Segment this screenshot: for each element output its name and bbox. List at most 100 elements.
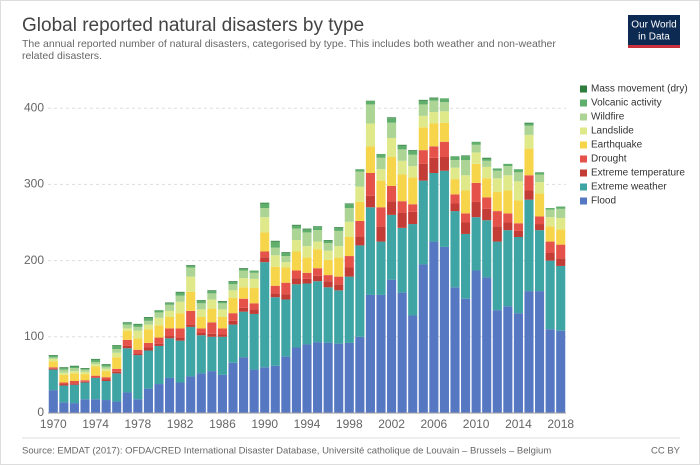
bar-segment xyxy=(535,172,545,175)
bar-segment xyxy=(217,301,227,302)
bar-segment xyxy=(513,200,523,224)
bar-segment xyxy=(101,371,111,378)
bar-segment xyxy=(291,224,301,226)
bar-segment xyxy=(239,270,249,279)
bar-segment xyxy=(545,217,555,227)
bar-segment xyxy=(270,247,280,256)
legend-swatch xyxy=(580,197,587,205)
y-tick-label: 100 xyxy=(24,329,44,343)
bar-segment xyxy=(344,267,354,277)
bar-segment xyxy=(291,240,301,252)
bar-segment xyxy=(302,344,312,413)
bar-segment xyxy=(334,343,344,413)
bar-segment xyxy=(196,300,206,301)
bar-segment xyxy=(165,377,175,413)
subtitle-box: The annual reported number of natural di… xyxy=(22,38,556,62)
bar-segment xyxy=(313,227,323,231)
bar-segment xyxy=(133,353,143,356)
bar-segment xyxy=(249,303,259,310)
x-tick-label: 2010 xyxy=(463,417,490,431)
bar-segment xyxy=(260,367,270,413)
bar-segment xyxy=(80,369,90,372)
bar-segment xyxy=(313,342,323,413)
bar-segment xyxy=(143,350,153,389)
bar-segment xyxy=(249,369,259,413)
bar-segment xyxy=(228,284,238,291)
bar-segment xyxy=(450,287,460,413)
bar-segment xyxy=(418,180,428,265)
bar-segment xyxy=(80,380,90,382)
bar-segment xyxy=(80,368,90,369)
bar-segment xyxy=(450,179,460,195)
x-tick-label: 1982 xyxy=(167,417,194,431)
bar-segment xyxy=(228,297,238,314)
legend-swatch xyxy=(580,141,587,149)
bar-segment xyxy=(482,166,492,179)
bar-segment xyxy=(196,309,206,317)
bar-segment xyxy=(334,246,344,258)
bar-segment xyxy=(365,195,375,208)
bar-segment xyxy=(471,201,481,218)
bar-segment xyxy=(165,303,175,305)
bar-segment xyxy=(69,373,79,381)
bar-segment xyxy=(429,173,439,242)
bar-segment xyxy=(334,276,344,285)
bar-segment xyxy=(122,330,132,340)
bar-segment xyxy=(556,217,566,230)
bar-segment xyxy=(91,358,101,360)
bar-segment xyxy=(91,377,101,400)
bar-segment xyxy=(186,326,196,377)
bar-segment xyxy=(69,368,79,372)
bar-segment xyxy=(313,230,323,242)
bar-segment xyxy=(535,216,545,225)
logo: Our World in Data xyxy=(628,15,680,48)
bar-segment xyxy=(48,355,58,356)
bar-segment xyxy=(133,338,143,350)
bar-segment xyxy=(112,345,122,349)
bar-segment xyxy=(228,320,238,325)
bar-segment xyxy=(323,240,333,241)
bar-segment xyxy=(101,377,111,380)
bar-segment xyxy=(471,152,481,164)
bar-segment xyxy=(154,337,164,344)
bar-segment xyxy=(365,100,375,105)
bar-segment xyxy=(217,309,227,317)
bar-segment xyxy=(122,322,132,324)
bar-segment xyxy=(112,401,122,413)
bar-segment xyxy=(513,172,523,182)
bar-segment xyxy=(334,290,344,344)
bar-segment xyxy=(524,291,534,413)
bar-segment xyxy=(429,112,439,124)
bar-segment xyxy=(344,276,354,343)
bar-segment xyxy=(154,384,164,413)
bar-segment xyxy=(524,190,534,200)
bar-segment xyxy=(513,169,523,173)
legend-label: Wildfire xyxy=(591,112,625,123)
bar-segment xyxy=(217,374,227,413)
bar-segment xyxy=(228,313,238,321)
bar-segment xyxy=(186,267,196,277)
bar-segment xyxy=(239,287,249,299)
bar-segment xyxy=(48,361,58,368)
bar-segment xyxy=(122,323,132,325)
bar-segment xyxy=(302,278,312,284)
bar-segment xyxy=(59,402,69,413)
bar-segment xyxy=(355,201,365,221)
bar-segment xyxy=(101,400,111,413)
bar-segment xyxy=(260,202,270,204)
bar-segment xyxy=(334,257,344,277)
bar-segment xyxy=(217,328,227,335)
bar-segment xyxy=(556,330,566,413)
bar-segment xyxy=(323,243,333,251)
bar-segment xyxy=(482,178,492,198)
bar-segment xyxy=(376,169,386,181)
bar-segment xyxy=(101,381,111,401)
bar-segment xyxy=(101,364,111,365)
bar-segment xyxy=(313,268,323,276)
bar-segment xyxy=(471,270,481,413)
bar-segment xyxy=(186,376,196,413)
bar-segment xyxy=(418,99,428,101)
bar-segment xyxy=(270,285,280,294)
bar-segment xyxy=(112,373,122,402)
bar-segment xyxy=(175,337,185,341)
